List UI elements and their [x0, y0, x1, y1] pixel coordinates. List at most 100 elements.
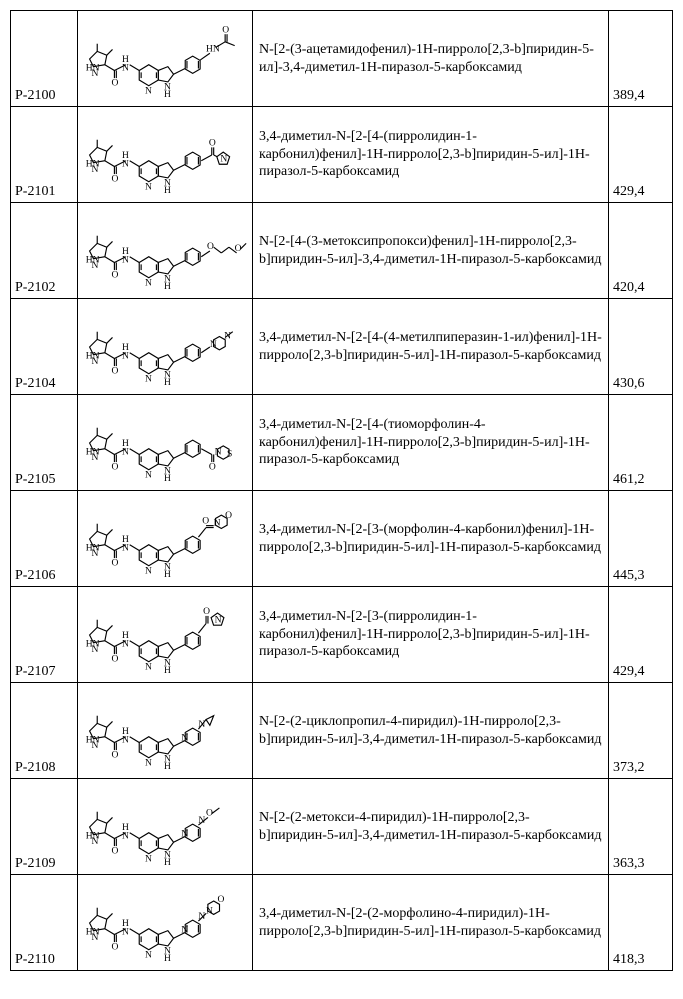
table-row: P-2102 HN N O H N N N H O O N-[2-[4-(3-м… — [11, 203, 673, 299]
svg-text:N: N — [210, 339, 217, 350]
svg-text:H: H — [164, 953, 171, 964]
svg-text:N: N — [92, 68, 99, 79]
table-row: P-2101 HN N O H N N N H ON3,4-диметил-N-… — [11, 107, 673, 203]
compound-code: P-2100 — [11, 11, 78, 107]
compound-name: N-[2-(3-ацетамидофенил)-1H-пирроло[2,3-b… — [253, 11, 609, 107]
svg-text:N: N — [122, 350, 129, 361]
svg-text:N: N — [122, 542, 129, 553]
compound-name: N-[2-(2-циклопропил-4-пиридил)-1H-пиррол… — [253, 683, 609, 779]
table-row: P-2104 HN N O H N N N H N N 3,4-диметил-… — [11, 299, 673, 395]
svg-text:N: N — [92, 836, 99, 847]
svg-text:H: H — [164, 89, 171, 100]
svg-text:HN: HN — [206, 43, 220, 54]
compound-structure: HN N O H N N N H N N — [78, 683, 253, 779]
svg-text:O: O — [112, 461, 119, 472]
compound-structure: HN N O H N N N H ON O — [78, 491, 253, 587]
compound-structure: HN N O H N N N H ON — [78, 107, 253, 203]
compound-structure: HN N O H N N N H ON S — [78, 395, 253, 491]
svg-text:N: N — [215, 614, 222, 625]
compound-structure: HN N O H N N N H ON — [78, 587, 253, 683]
svg-text:N: N — [181, 732, 188, 743]
svg-text:O: O — [112, 269, 119, 280]
compound-mass: 373,2 — [609, 683, 673, 779]
compound-mass: 429,4 — [609, 107, 673, 203]
compound-name: N-[2-(2-метокси-4-пиридил)-1H-пирроло[2,… — [253, 779, 609, 875]
svg-text:N: N — [145, 853, 152, 864]
compound-name: 3,4-диметил-N-[2-[3-(пирролидин-1-карбон… — [253, 587, 609, 683]
svg-text:N: N — [92, 644, 99, 655]
svg-text:H: H — [164, 473, 171, 484]
compound-code: P-2104 — [11, 299, 78, 395]
compound-code: P-2109 — [11, 779, 78, 875]
svg-text:O: O — [207, 241, 214, 252]
compound-structure: HN N O H N N N H N N O — [78, 779, 253, 875]
svg-text:N: N — [145, 661, 152, 672]
svg-text:N: N — [220, 153, 227, 164]
svg-text:O: O — [222, 24, 229, 35]
compound-structure: HN N O H N N N H N N — [78, 299, 253, 395]
svg-text:S: S — [227, 448, 232, 459]
svg-text:O: O — [225, 510, 232, 521]
compound-name: N-[2-[4-(3-метоксипропокси)фенил]-1H-пир… — [253, 203, 609, 299]
compound-code: P-2101 — [11, 107, 78, 203]
table-row: P-2105 HN N O H N N N H ON S3,4-диметил-… — [11, 395, 673, 491]
svg-text:H: H — [164, 569, 171, 580]
compound-name: 3,4-диметил-N-[2-[4-(4-метилпиперазин-1-… — [253, 299, 609, 395]
compound-mass: 430,6 — [609, 299, 673, 395]
svg-text:H: H — [164, 761, 171, 772]
compound-mass: 363,3 — [609, 779, 673, 875]
compound-name: 3,4-диметил-N-[2-[4-(пирролидин-1-карбон… — [253, 107, 609, 203]
table-row: P-2107 HN N O H N N N H ON3,4-диметил-N-… — [11, 587, 673, 683]
svg-text:N: N — [145, 181, 152, 192]
svg-text:N: N — [122, 254, 129, 265]
table-row: P-2106 HN N O H N N N H ON O3,4-диметил-… — [11, 491, 673, 587]
svg-text:N: N — [122, 926, 129, 937]
svg-text:N: N — [145, 373, 152, 384]
svg-text:N: N — [92, 740, 99, 751]
svg-text:N: N — [206, 905, 213, 916]
svg-text:O: O — [203, 606, 210, 617]
svg-text:N: N — [214, 517, 221, 528]
svg-text:H: H — [164, 281, 171, 292]
svg-text:H: H — [164, 185, 171, 196]
svg-text:O: O — [112, 77, 119, 88]
svg-text:H: H — [164, 665, 171, 676]
svg-text:N: N — [145, 949, 152, 960]
compound-code: P-2110 — [11, 875, 78, 971]
svg-text:O: O — [112, 173, 119, 184]
compound-mass: 420,4 — [609, 203, 673, 299]
svg-text:H: H — [164, 377, 171, 388]
svg-text:O: O — [218, 894, 225, 905]
compound-mass: 461,2 — [609, 395, 673, 491]
svg-text:N: N — [122, 158, 129, 169]
compound-mass: 445,3 — [609, 491, 673, 587]
svg-text:O: O — [112, 653, 119, 664]
compound-code: P-2106 — [11, 491, 78, 587]
svg-text:O: O — [112, 941, 119, 952]
svg-text:N: N — [122, 830, 129, 841]
compound-name: 3,4-диметил-N-[2-(2-морфолино-4-пиридил)… — [253, 875, 609, 971]
svg-text:N: N — [92, 452, 99, 463]
svg-text:N: N — [122, 62, 129, 73]
svg-text:N: N — [92, 932, 99, 943]
svg-text:N: N — [92, 548, 99, 559]
svg-text:O: O — [112, 845, 119, 856]
svg-text:N: N — [122, 638, 129, 649]
svg-text:N: N — [145, 85, 152, 96]
compound-structure: HN N O H N N N H O O — [78, 203, 253, 299]
svg-text:N: N — [215, 446, 222, 457]
svg-text:N: N — [92, 356, 99, 367]
compound-name: 3,4-диметил-N-[2-[3-(морфолин-4-карбонил… — [253, 491, 609, 587]
table-row: P-2100 HN N O H N N N H HN O N-[2-(3-аце… — [11, 11, 673, 107]
compound-name: 3,4-диметил-N-[2-[4-(тиоморфолин-4-карбо… — [253, 395, 609, 491]
svg-text:N: N — [181, 828, 188, 839]
svg-text:O: O — [112, 749, 119, 760]
svg-text:N: N — [145, 277, 152, 288]
table-row: P-2109 HN N O H N N N H N N O N-[2-(2-ме… — [11, 779, 673, 875]
svg-text:O: O — [112, 557, 119, 568]
svg-text:N: N — [145, 757, 152, 768]
svg-text:H: H — [164, 857, 171, 868]
compound-mass: 429,4 — [609, 587, 673, 683]
svg-text:N: N — [145, 565, 152, 576]
table-row: P-2108 HN N O H N N N H N N N-[2-(2-цикл… — [11, 683, 673, 779]
